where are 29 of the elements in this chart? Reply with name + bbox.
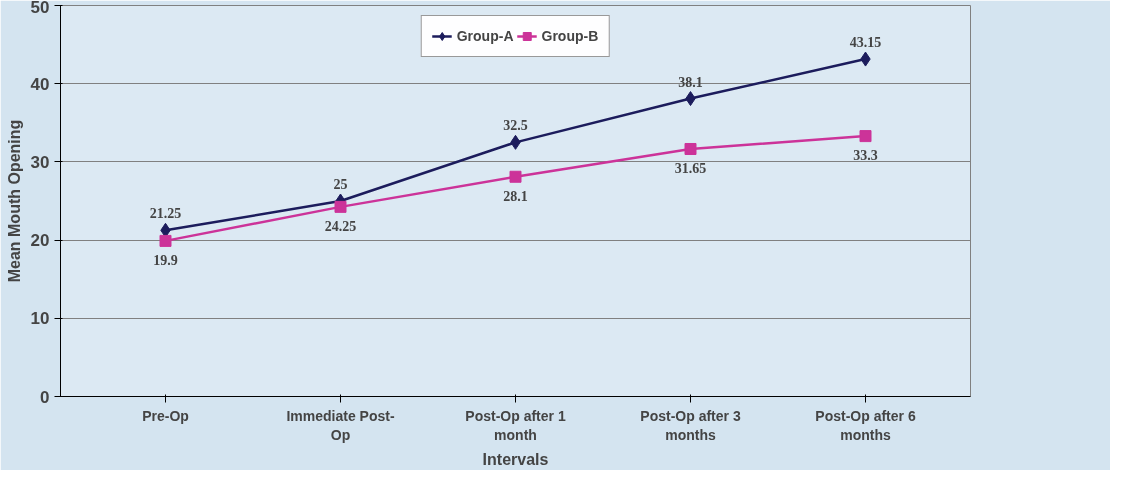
y-tick-label: 20	[30, 231, 50, 251]
x-tick-label: Post-Op after 3 months	[640, 407, 741, 443]
x-tick-label: Post-Op after 6 months	[815, 407, 916, 443]
y-axis-title: Mean Mouth Opening	[5, 119, 23, 283]
legend-label: Group-A	[456, 28, 514, 44]
y-tick-label: 50	[30, 0, 50, 17]
data-label: 21.25	[149, 206, 182, 222]
data-label: 24.25	[324, 218, 357, 234]
data-label: 28.1	[503, 188, 528, 204]
y-tick-label: 0	[40, 387, 50, 407]
data-label: 19.9	[153, 252, 178, 268]
point	[509, 170, 522, 183]
data-label: 33.3	[853, 148, 878, 164]
point	[159, 234, 172, 247]
data-label: 43.15	[849, 35, 882, 51]
data-label: 31.65	[674, 161, 707, 176]
y-tick-label: 10	[30, 309, 50, 329]
point	[334, 200, 347, 213]
point	[684, 143, 697, 155]
y-tick-label: 40	[30, 74, 50, 94]
data-label: 32.5	[503, 118, 528, 134]
x-axis-title: Intervals	[482, 450, 549, 468]
y-tick-label: 30	[30, 152, 50, 172]
point	[859, 130, 872, 143]
x-tick-label: Immediate Post-Op	[286, 407, 395, 443]
data-label: 25	[333, 177, 348, 192]
x-tick-label: Post-Op after 1 month	[465, 407, 566, 443]
x-tick-label: Pre-Op	[142, 407, 189, 424]
legend-label: Group-B	[541, 28, 599, 44]
